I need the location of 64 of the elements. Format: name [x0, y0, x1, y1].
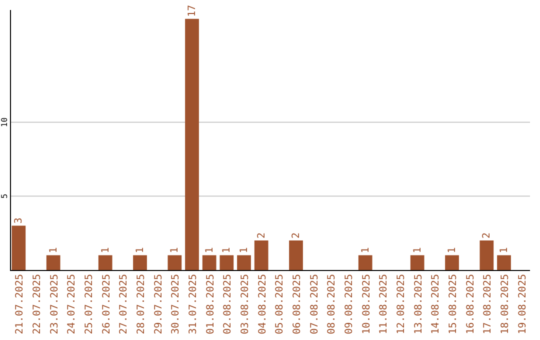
y-tick-label: 10	[0, 117, 9, 128]
x-tick-label: 16.08.2025	[465, 274, 476, 334]
x-tick-label: 18.08.2025	[500, 274, 511, 334]
data-label: 1	[135, 247, 146, 254]
data-label: 1	[170, 247, 181, 254]
bar	[289, 240, 303, 270]
bar	[480, 240, 494, 270]
x-tick-label: 03.08.2025	[240, 274, 251, 334]
x-tick-label: 14.08.2025	[430, 274, 442, 334]
data-label: 3	[14, 218, 25, 224]
x-tick-label: 05.08.2025	[274, 274, 286, 334]
x-tick-label: 17.08.2025	[482, 274, 494, 334]
x-tick-label: 15.08.2025	[448, 274, 459, 334]
bar	[202, 255, 216, 270]
x-tick-label: 27.07.2025	[118, 274, 130, 334]
data-label: 1	[48, 247, 60, 254]
bar	[12, 226, 26, 270]
data-label: 1	[204, 247, 216, 254]
data-label: 1	[239, 247, 250, 254]
data-label: 2	[256, 232, 268, 238]
bar	[237, 255, 251, 270]
x-tick-label: 07.08.2025	[309, 274, 320, 334]
y-tick-label: 5	[0, 194, 9, 199]
bar	[46, 255, 60, 270]
x-tick-label: 31.07.2025	[188, 274, 199, 334]
data-label: 2	[291, 232, 302, 238]
bar	[98, 255, 112, 270]
x-tick-label: 22.07.2025	[32, 274, 43, 334]
x-tick-label: 26.07.2025	[101, 274, 112, 334]
x-tick-label: 12.08.2025	[396, 274, 407, 334]
x-tick-label: 08.08.2025	[326, 274, 338, 334]
bar	[410, 255, 424, 270]
bar	[220, 255, 234, 270]
data-label: 1	[499, 247, 510, 254]
x-tick-label: 28.07.2025	[136, 274, 147, 334]
x-tick-label: 19.08.2025	[517, 274, 528, 334]
x-tick-label: 21.07.2025	[14, 274, 26, 334]
x-tick-label: 01.08.2025	[205, 274, 216, 334]
bar	[254, 240, 268, 270]
data-label: 1	[222, 247, 233, 254]
x-tick-label: 23.07.2025	[49, 274, 60, 334]
x-tick-label: 30.07.2025	[170, 274, 182, 334]
x-tick-label: 24.07.2025	[66, 274, 78, 334]
x-tick-label: 02.08.2025	[222, 274, 234, 334]
bar	[185, 18, 199, 270]
bar	[168, 255, 182, 270]
x-tick-label: 25.07.2025	[84, 274, 95, 334]
data-label: 2	[482, 232, 493, 238]
data-label: 1	[447, 247, 458, 254]
x-tick-label: 13.08.2025	[413, 274, 424, 334]
x-tick-label: 06.08.2025	[292, 274, 303, 334]
bar	[133, 255, 147, 270]
x-tick-label: 04.08.2025	[257, 274, 268, 334]
x-tick-label: 10.08.2025	[361, 274, 372, 334]
bar	[497, 255, 511, 270]
data-label: 1	[100, 247, 112, 254]
data-label: 1	[360, 247, 372, 254]
x-tick-label: 09.08.2025	[344, 274, 355, 334]
data-label: 17	[187, 4, 198, 17]
x-tick-label: 29.07.2025	[153, 274, 164, 334]
data-label: 1	[412, 247, 424, 254]
bar	[358, 255, 372, 270]
x-tick-label: 11.08.2025	[378, 274, 390, 334]
bar	[445, 255, 459, 270]
